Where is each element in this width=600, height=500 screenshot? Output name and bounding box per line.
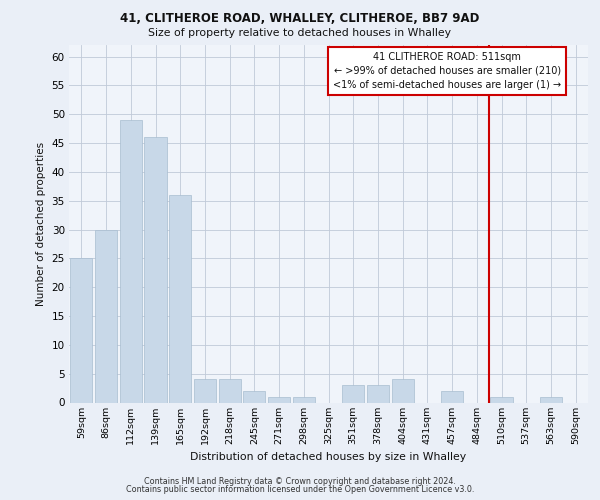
Bar <box>218 380 241 402</box>
Text: 41 CLITHEROE ROAD: 511sqm
← >99% of detached houses are smaller (210)
<1% of sem: 41 CLITHEROE ROAD: 511sqm ← >99% of deta… <box>333 52 561 90</box>
X-axis label: Distribution of detached houses by size in Whalley: Distribution of detached houses by size … <box>190 452 467 462</box>
Bar <box>293 396 315 402</box>
Bar <box>540 396 562 402</box>
Bar <box>169 195 191 402</box>
Bar <box>367 385 389 402</box>
Bar <box>441 391 463 402</box>
Bar <box>490 396 512 402</box>
Y-axis label: Number of detached properties: Number of detached properties <box>36 142 46 306</box>
Bar <box>268 396 290 402</box>
Text: Size of property relative to detached houses in Whalley: Size of property relative to detached ho… <box>149 28 452 38</box>
Bar <box>342 385 364 402</box>
Bar <box>145 138 167 402</box>
Bar <box>95 230 117 402</box>
Bar <box>70 258 92 402</box>
Text: Contains HM Land Registry data © Crown copyright and database right 2024.: Contains HM Land Registry data © Crown c… <box>144 477 456 486</box>
Text: 41, CLITHEROE ROAD, WHALLEY, CLITHEROE, BB7 9AD: 41, CLITHEROE ROAD, WHALLEY, CLITHEROE, … <box>121 12 479 26</box>
Bar <box>392 380 414 402</box>
Bar <box>119 120 142 403</box>
Bar <box>194 380 216 402</box>
Text: Contains public sector information licensed under the Open Government Licence v3: Contains public sector information licen… <box>126 485 474 494</box>
Bar <box>243 391 265 402</box>
